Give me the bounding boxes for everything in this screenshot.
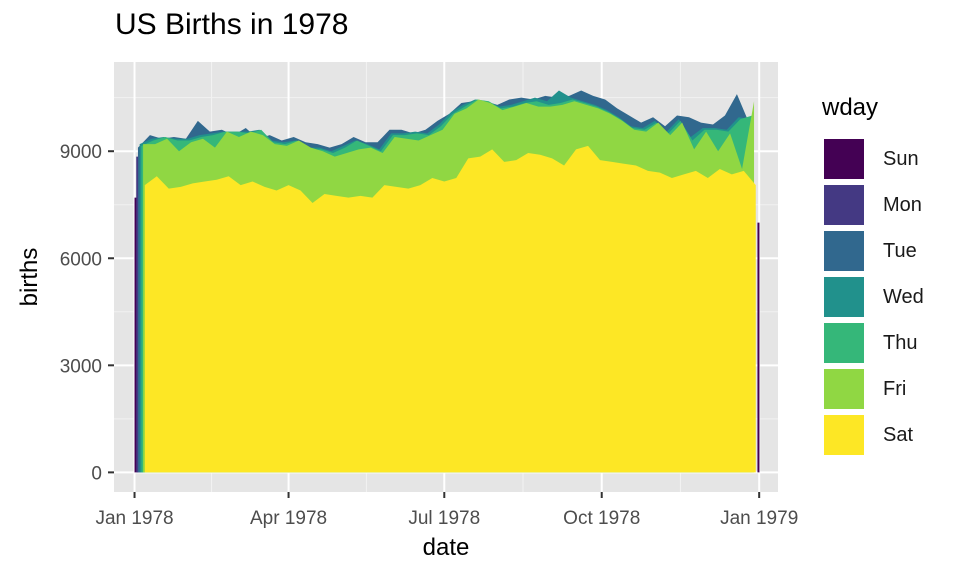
y-tick-label: 3000 — [60, 356, 102, 377]
chart-title: US Births in 1978 — [115, 8, 349, 41]
legend-label: Sun — [883, 148, 919, 170]
legend-key-mon — [822, 183, 866, 227]
x-tick-label: Jul 1978 — [408, 508, 480, 529]
legend-label: Fri — [883, 378, 907, 400]
legend-item-sat: Sat — [822, 413, 960, 459]
area-layer — [134, 90, 760, 473]
legend-key-sat — [822, 413, 866, 457]
axis-layer: 0 3000 6000 9000 Jan 1978 Apr 1978 Jul 1978 Oct… — [60, 142, 799, 529]
legend-label: Thu — [883, 332, 918, 354]
legend-title: wday — [822, 94, 879, 121]
legend-label: Sat — [883, 424, 914, 446]
x-tick-label: Jan 1979 — [720, 508, 798, 529]
x-tick-label: Apr 1978 — [250, 508, 327, 529]
legend-key-sun — [822, 137, 866, 181]
legend-label: Mon — [883, 194, 922, 216]
legend-item-sun: Sun — [822, 137, 960, 183]
legend-item-fri: Fri — [822, 367, 960, 413]
area-sat — [144, 145, 756, 473]
legend-key-tue — [822, 229, 866, 273]
legend-item-mon: Mon — [822, 183, 960, 229]
x-tick-label: Oct 1978 — [563, 508, 640, 529]
legend-label: Wed — [883, 286, 924, 308]
legend-item-thu: Thu — [822, 321, 960, 367]
x-tick-label: Jan 1978 — [95, 508, 173, 529]
y-tick-label: 9000 — [60, 142, 102, 163]
legend-key-fri — [822, 367, 866, 411]
x-axis-label: date — [423, 534, 470, 561]
legend-key-wed — [822, 275, 866, 319]
y-tick-label: 6000 — [60, 249, 102, 270]
legend-key-thu — [822, 321, 866, 365]
y-axis-label: births — [16, 248, 43, 307]
legend-item-tue: Tue — [822, 229, 960, 275]
y-tick-label: 0 — [91, 463, 102, 484]
legend-label: Tue — [883, 240, 917, 262]
legend-item-wed: Wed — [822, 275, 960, 321]
area-sun-end — [757, 222, 760, 473]
